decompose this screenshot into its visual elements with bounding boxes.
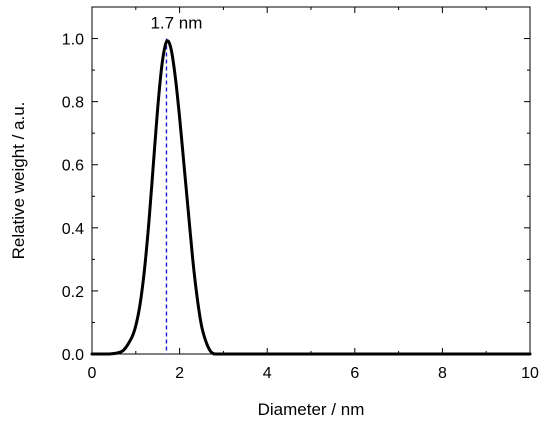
y-tick-label: 0.4 [62,221,84,238]
y-tick-label: 0.8 [62,95,84,112]
x-tick-label: 4 [263,365,272,382]
distribution-curve [90,39,532,356]
x-tick-label: 2 [175,365,184,382]
x-axis-label: Diameter / nm [258,400,365,419]
y-tick-label: 0.0 [62,347,84,364]
x-tick-label: 6 [350,365,359,382]
x-tick-label: 8 [438,365,447,382]
y-tick-label: 1.0 [62,32,84,49]
y-axis: 0.0 0.2 0.4 0.6 0.8 1.0 [62,6,530,364]
x-axis: 0 2 4 6 8 10 [88,7,539,382]
plot-frame [91,6,531,355]
y-axis-label: Relative weight / a.u. [9,102,28,260]
peak-annotation: 1.7 nm [150,14,202,33]
y-tick-label: 0.2 [62,284,84,301]
y-tick-label: 0.6 [62,158,84,175]
x-tick-label: 0 [88,365,97,382]
x-tick-label: 10 [521,365,539,382]
